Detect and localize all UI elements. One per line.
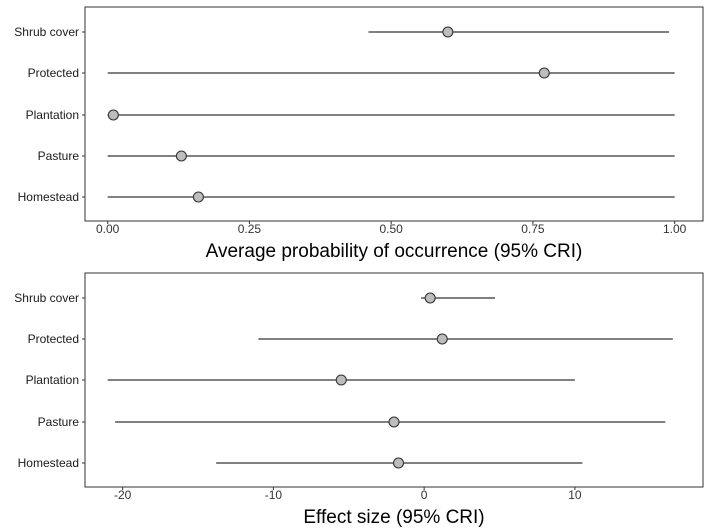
estimate-point — [442, 26, 454, 38]
y-tick-label: Pasture — [38, 415, 80, 429]
estimate-point — [388, 416, 400, 428]
estimate-point — [436, 333, 448, 345]
effect-size-panel: Shrub cover Protected Plantation Pasture Hom… — [14, 272, 704, 528]
x-tick-label: 0 — [421, 488, 428, 502]
estimate-point — [175, 150, 187, 162]
y-tick-label: Plantation — [26, 373, 79, 387]
estimate-point — [392, 457, 405, 469]
estimate-point — [107, 109, 119, 121]
y-tick-label: Plantation — [26, 108, 79, 122]
y-tick-label: Pasture — [38, 149, 80, 163]
estimate-point — [192, 191, 204, 203]
x-tick-label: 10 — [568, 488, 582, 502]
y-tick-label: Shrub cover — [14, 25, 79, 39]
y-tick-label: Protected — [28, 66, 79, 80]
x-tick-label: 0.25 — [238, 222, 262, 236]
y-tick-label: Homestead — [18, 456, 79, 470]
estimate-point — [538, 67, 550, 79]
estimate-point — [335, 374, 347, 386]
x-tick-label: 0.75 — [521, 222, 545, 236]
x-tick-label: -10 — [265, 488, 283, 502]
estimate-point — [424, 292, 436, 304]
panel-border — [84, 6, 704, 222]
y-tick-label: Shrub cover — [14, 291, 79, 305]
x-tick-label: 1.00 — [663, 222, 687, 236]
probability-panel: Shrub cover Protected Plantation Pasture Hom… — [14, 6, 704, 262]
x-tick-label: 0.50 — [379, 222, 403, 236]
x-axis-title: Effect size (95% CRI) — [303, 507, 484, 528]
y-tick-label: Protected — [28, 332, 79, 346]
x-tick-label: 0.00 — [96, 222, 120, 236]
y-tick-label: Homestead — [18, 190, 79, 204]
x-tick-label: -20 — [114, 488, 132, 502]
x-axis-title: Average probability of occurrence (95% C… — [206, 241, 583, 262]
